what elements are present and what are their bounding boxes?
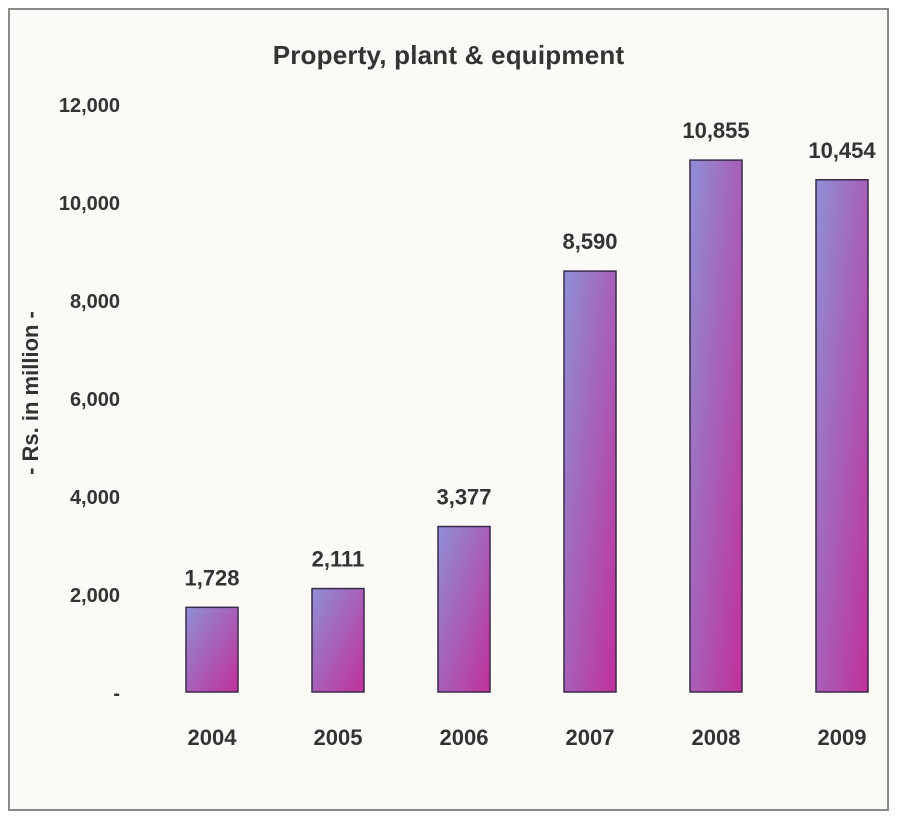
x-tick-label-2009: 2009 bbox=[818, 725, 867, 750]
data-label-2005: 2,111 bbox=[312, 547, 365, 572]
x-axis-ticks: 2004 2005 2006 2007 2008 2009 bbox=[188, 725, 867, 750]
bar-2008 bbox=[689, 159, 743, 693]
x-tick-label-2004: 2004 bbox=[188, 725, 238, 750]
bar-2005 bbox=[311, 587, 365, 693]
y-tick-label: 12,000 bbox=[59, 95, 120, 117]
bars bbox=[185, 159, 869, 693]
bar-2009 bbox=[815, 179, 869, 693]
y-tick-label: 6,000 bbox=[70, 389, 120, 411]
y-axis-ticks: - 2,000 4,000 6,000 8,000 10,000 12,000 bbox=[59, 95, 120, 705]
x-tick-label-2006: 2006 bbox=[440, 725, 489, 750]
data-labels: 1,728 2,111 3,377 8,590 10,855 10,454 bbox=[184, 118, 876, 590]
y-tick-label: 4,000 bbox=[70, 487, 120, 509]
data-label-2004: 1,728 bbox=[184, 565, 239, 590]
bar-2007 bbox=[563, 270, 617, 693]
x-tick-label-2007: 2007 bbox=[566, 725, 615, 750]
chart-title: Property, plant & equipment bbox=[272, 40, 625, 70]
y-tick-label: 10,000 bbox=[59, 193, 120, 215]
x-tick-label-2005: 2005 bbox=[314, 725, 363, 750]
bar-2004 bbox=[185, 606, 239, 693]
y-tick-label: - bbox=[113, 683, 120, 705]
data-label-2008: 10,855 bbox=[682, 118, 749, 143]
data-label-2009: 10,454 bbox=[808, 138, 876, 163]
bar-2006 bbox=[437, 525, 491, 693]
data-label-2006: 3,377 bbox=[436, 485, 491, 510]
y-tick-label: 8,000 bbox=[70, 291, 120, 313]
x-tick-label-2008: 2008 bbox=[692, 725, 741, 750]
y-tick-label: 2,000 bbox=[70, 585, 120, 607]
data-label-2007: 8,590 bbox=[562, 229, 617, 254]
